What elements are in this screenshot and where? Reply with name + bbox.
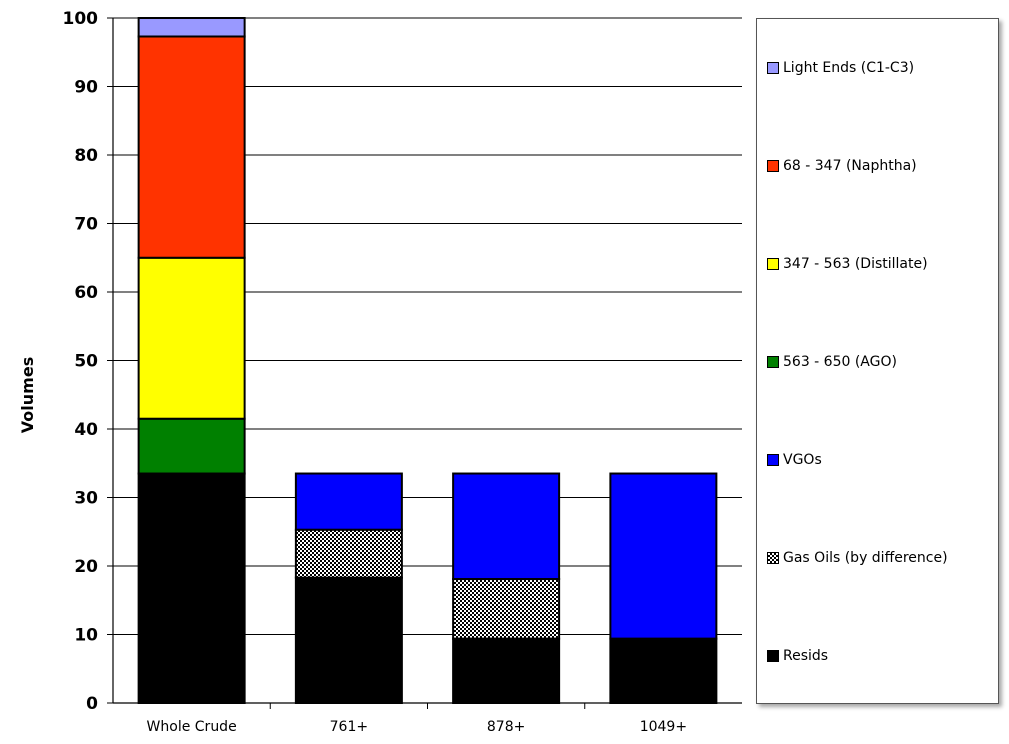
y-tick-label: 90 (74, 78, 98, 98)
legend-swatch (767, 160, 779, 172)
y-tick-labels: 0 10 20 30 40 50 60 70 80 90 100 (63, 9, 99, 714)
x-tick-labels: Whole Crude 761+ 878+ 1049+ (147, 719, 688, 735)
bar-segment (452, 637, 561, 704)
x-tick-label: Whole Crude (147, 719, 237, 735)
legend-item: Gas Oils (by difference) (767, 548, 948, 568)
legend-label: Gas Oils (by difference) (783, 550, 948, 566)
y-axis-label: Volumes (18, 357, 37, 433)
legend-swatch (767, 650, 779, 662)
bar-segment (137, 472, 246, 704)
bar-segment (452, 472, 561, 581)
bar-segment (609, 472, 718, 640)
bar-segment (137, 256, 246, 420)
bar-segment (452, 578, 561, 640)
bar-segment (137, 417, 246, 475)
bar-segment (609, 637, 718, 704)
axes (112, 18, 742, 709)
bar-segment (137, 35, 246, 259)
legend-label: 563 - 650 (AGO) (783, 354, 897, 370)
stacked-bar-chart: 0 10 20 30 40 50 60 70 80 90 100 Whole Crude 761+ 87… (18, 9, 742, 735)
bar-segment (294, 472, 403, 531)
y-tick-label: 70 (74, 215, 98, 235)
x-tick-label: 878+ (487, 719, 525, 735)
y-tick-label: 60 (74, 283, 98, 303)
legend-swatch (767, 258, 779, 270)
bar-segment (294, 576, 403, 705)
legend: Light Ends (C1-C3) 68 - 347 (Naphtha) 347 … (756, 18, 999, 704)
legend-item: 68 - 347 (Naphtha) (767, 156, 917, 176)
y-tick-label: 10 (74, 626, 98, 646)
legend-swatch (767, 552, 779, 564)
legend-item: 347 - 563 (Distillate) (767, 254, 928, 274)
bar-segment (137, 17, 246, 38)
legend-swatch (767, 454, 779, 466)
y-tick-label: 100 (63, 9, 99, 29)
y-tick-label: 30 (74, 489, 98, 509)
y-tick-label: 0 (86, 694, 98, 714)
bars (137, 17, 718, 705)
legend-label: 347 - 563 (Distillate) (783, 256, 928, 272)
legend-item: VGOs (767, 450, 822, 470)
x-tick-label: 761+ (330, 719, 368, 735)
legend-item: Light Ends (C1-C3) (767, 58, 914, 78)
legend-label: Resids (783, 648, 829, 664)
legend-item: Resids (767, 646, 828, 666)
legend-swatch (767, 356, 779, 368)
y-tick-label: 20 (74, 557, 98, 577)
legend-label: 68 - 347 (Naphtha) (783, 158, 917, 174)
legend-item: 563 - 650 (AGO) (767, 352, 897, 372)
y-tick-label: 50 (74, 352, 98, 372)
legend-swatch (767, 62, 779, 74)
legend-label: VGOs (783, 452, 822, 468)
x-tick-label: 1049+ (640, 719, 687, 735)
y-tick-label: 40 (74, 420, 98, 440)
y-tick-label: 80 (74, 146, 98, 166)
legend-label: Light Ends (C1-C3) (783, 60, 915, 76)
bar-segment (294, 528, 403, 579)
